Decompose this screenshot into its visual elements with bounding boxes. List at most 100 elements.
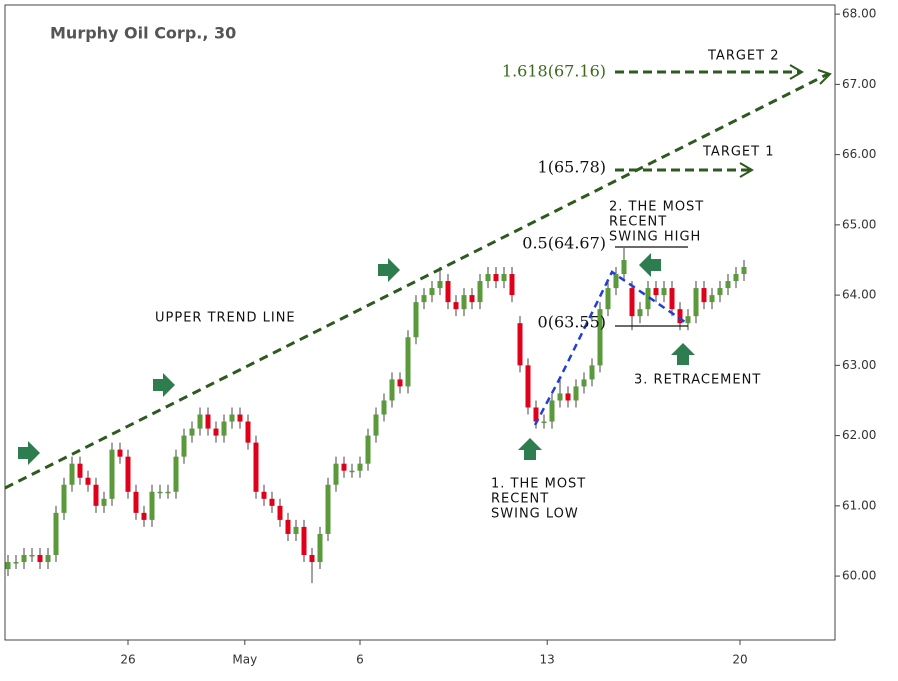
candle-body (5, 562, 11, 570)
candle-body (229, 414, 235, 422)
candle-body (61, 484, 67, 513)
candle-body (325, 484, 331, 534)
candle-body (133, 491, 139, 513)
candle-body (333, 463, 339, 485)
candle-body (629, 288, 635, 317)
candle-body (613, 274, 619, 289)
candle-body (293, 526, 299, 534)
candle-body (389, 379, 395, 401)
arrow (671, 343, 695, 365)
annotation: RECENT (491, 492, 549, 507)
x-tick-label: 13 (540, 653, 555, 667)
candle-body (445, 281, 451, 303)
annotation: SWING HIGH (609, 230, 701, 245)
candle-body (157, 491, 163, 494)
annotation: TARGET 2 (707, 49, 780, 64)
candle-body (269, 498, 275, 506)
arrow (639, 253, 661, 277)
candle-body (245, 421, 251, 443)
x-tick-label: 20 (732, 653, 747, 667)
candle-body (549, 400, 555, 422)
candle-body (453, 302, 459, 310)
candle-body (429, 288, 435, 296)
candle-body (605, 288, 611, 310)
candle-body (725, 281, 731, 289)
candle-body (21, 555, 27, 563)
candle-body (557, 393, 563, 401)
annotation: UPPER TREND LINE (155, 311, 296, 326)
candle-body (653, 288, 659, 296)
candle-body (397, 379, 403, 387)
candle-body (109, 449, 115, 499)
candle-body (541, 421, 547, 424)
arrow (378, 258, 400, 282)
candle-body (29, 555, 35, 557)
candle-body (517, 323, 523, 366)
y-tick-label: 65.00 (842, 217, 876, 231)
plot-frame (4, 4, 836, 641)
candle-body (165, 491, 171, 494)
candle-body (85, 477, 91, 485)
candle-body (53, 512, 59, 556)
candle-body (141, 512, 147, 520)
candle-body (717, 288, 723, 296)
candle-body (437, 281, 443, 289)
y-tick-label: 60.00 (842, 569, 876, 583)
candle-body (301, 526, 307, 556)
candle-body (637, 309, 643, 317)
candle-body (501, 274, 507, 282)
candle-body (421, 295, 427, 303)
plot-area (5, 13, 840, 645)
candle-body (709, 295, 715, 303)
candle-body (149, 491, 155, 520)
fib-label: 1.618(67.16) (502, 62, 606, 81)
candle-body (413, 302, 419, 338)
candle-body (477, 281, 483, 303)
candle-body (237, 414, 243, 422)
fib-label: 1(65.78) (538, 158, 606, 177)
x-tick-label: May (232, 653, 257, 667)
candle-body (701, 288, 707, 303)
annotation: 3. RETRACEMENT (634, 373, 761, 388)
candle-body (581, 379, 587, 387)
candle-body (733, 274, 739, 282)
x-tick-label: 26 (120, 653, 135, 667)
candle-body (197, 414, 203, 429)
y-tick-label: 68.00 (842, 7, 876, 21)
candle-body (117, 449, 123, 457)
candle-body (125, 456, 131, 492)
fib-arrow-head (739, 162, 754, 178)
trend-line (4, 72, 829, 490)
candle-body (365, 435, 371, 464)
candle-body (221, 421, 227, 436)
fib-arrow-head (789, 64, 804, 80)
candle-body (261, 491, 267, 499)
candle-body (69, 463, 75, 485)
candle-body (669, 288, 675, 310)
candle-body (661, 288, 667, 296)
trend-arrow-head (817, 69, 832, 85)
candle-body (533, 407, 539, 422)
annotation: RECENT (609, 215, 667, 230)
annotation: 1. THE MOST (491, 477, 586, 492)
candle-body (677, 309, 683, 324)
swing-path (533, 270, 686, 426)
candle-body (13, 562, 19, 564)
candle-body (381, 400, 387, 415)
fib-label: 0(63.55) (538, 313, 606, 332)
candle-body (741, 267, 747, 275)
candle-body (37, 555, 43, 563)
arrow (18, 441, 40, 465)
y-tick-label: 66.00 (842, 147, 876, 161)
candle-body (45, 555, 51, 563)
arrow (153, 373, 175, 397)
candle-body (485, 274, 491, 282)
candle-body (205, 414, 211, 429)
chart-title: Murphy Oil Corp., 30 (50, 24, 236, 43)
annotation: SWING LOW (491, 507, 579, 522)
fib-label: 0.5(64.67) (522, 234, 606, 253)
arrow (518, 438, 542, 460)
candle-body (253, 442, 259, 492)
candle-body (461, 295, 467, 310)
